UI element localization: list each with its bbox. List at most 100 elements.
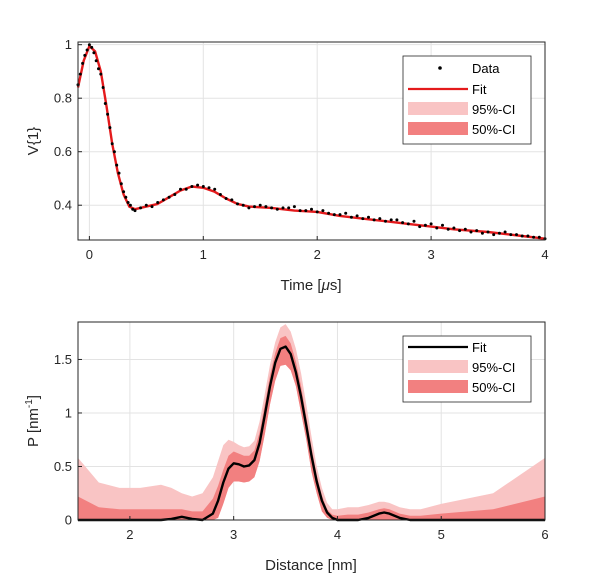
top-data-point — [321, 209, 325, 213]
top-data-point — [406, 222, 410, 226]
top-data-point — [126, 201, 130, 204]
bottom-fit-line — [78, 345, 545, 522]
top-data-point — [475, 229, 479, 233]
bottom-legend-ci50-label: 50%-CI — [472, 380, 515, 395]
top-data-point — [338, 213, 342, 217]
bottom-y-tick-label: 0.5 — [54, 459, 72, 474]
top-data-point — [161, 198, 165, 202]
top-legend-data-label: Data — [472, 61, 500, 76]
top-data-point — [281, 206, 285, 210]
top-data-point — [441, 223, 444, 227]
top-data-point — [179, 187, 182, 191]
top-data-point — [401, 221, 405, 225]
bottom-x-tick-label: 2 — [126, 527, 133, 542]
top-data-point — [90, 45, 94, 49]
top-data-point — [97, 67, 100, 71]
top-data-point — [349, 215, 353, 219]
top-data-point — [156, 201, 160, 204]
top-data-point — [213, 187, 217, 191]
top-data-points — [76, 43, 547, 241]
top-data-point — [108, 126, 112, 130]
top-data-point — [310, 207, 313, 211]
top-data-point — [78, 72, 82, 76]
top-y-tick-label: 0.4 — [54, 198, 72, 213]
top-data-point — [144, 203, 148, 207]
top-data-point — [119, 182, 123, 186]
top-data-point — [520, 234, 524, 238]
top-data-point — [247, 206, 251, 210]
top-data-point — [526, 234, 530, 238]
bottom-ticks: 2 3 4 5 6 0 0.5 1 1.5 — [54, 352, 549, 542]
bottom-plot: 2 3 4 5 6 0 0.5 1 1.5 Distance [nm] P [nm-1] Fit… — [24, 321, 549, 574]
top-data-point — [139, 206, 143, 210]
top-data-point — [117, 171, 121, 175]
top-legend-ci95-label: 95%-CI — [472, 102, 515, 117]
top-data-point — [87, 43, 91, 47]
top-data-point — [128, 203, 132, 207]
top-axes-box — [77, 41, 546, 241]
top-data-point — [92, 51, 96, 55]
top-legend-fit-label: Fit — [472, 82, 487, 97]
top-data-point — [207, 186, 211, 190]
top-data-point — [418, 225, 422, 229]
top-data-point — [287, 206, 291, 210]
top-data-point — [389, 218, 393, 222]
top-ticks: 0 1 2 3 4 0.4 0.6 0.8 1 — [54, 37, 549, 262]
top-x-axis-label: Time [μs] — [280, 277, 341, 294]
top-y-axis-label: V{1} — [25, 127, 42, 155]
top-data-point — [122, 190, 126, 194]
top-x-tick-label: 2 — [314, 247, 321, 262]
top-data-point — [344, 211, 348, 215]
bottom-legend: Fit 95%-CI 50%-CI — [402, 335, 532, 403]
bottom-legend-ci95-swatch — [408, 360, 468, 373]
bottom-y-tick-label: 1 — [65, 405, 72, 420]
top-data-point — [101, 86, 105, 89]
top-data-point — [395, 218, 399, 222]
top-x-tick-label: 3 — [427, 247, 434, 262]
top-data-point — [384, 219, 387, 223]
top-data-point — [429, 222, 433, 226]
top-data-point — [292, 205, 296, 209]
top-data-point — [497, 231, 501, 235]
top-data-point — [115, 163, 119, 167]
top-data-point — [327, 211, 331, 215]
top-data-point — [236, 202, 239, 206]
bottom-y-tick-label: 0 — [65, 513, 72, 528]
top-data-point — [435, 226, 439, 230]
bottom-y-axis-label: P [nm-1] — [24, 395, 42, 447]
top-data-point — [224, 197, 228, 200]
top-y-tick-label: 0.8 — [54, 91, 72, 106]
bottom-fit-layer — [78, 345, 545, 522]
top-data-point — [275, 207, 279, 211]
top-data-point — [452, 226, 456, 230]
top-data-point — [131, 207, 135, 211]
bottom-legend-ci50-swatch — [408, 380, 468, 393]
top-data-point — [458, 229, 462, 233]
top-data-point — [99, 72, 103, 76]
top-data-point — [480, 231, 484, 235]
top-data-point — [264, 205, 268, 209]
top-data-point — [355, 214, 359, 218]
top-data-point — [469, 230, 473, 234]
bottom-y-tick-label: 1.5 — [54, 352, 72, 367]
top-data-point — [372, 218, 376, 222]
bottom-axes-box — [77, 321, 546, 521]
top-data-point — [412, 219, 416, 223]
top-data-point — [332, 213, 336, 217]
top-data-point — [486, 230, 490, 234]
bottom-x-tick-label: 6 — [541, 527, 548, 542]
bottom-ci95-band — [78, 324, 545, 520]
top-data-point — [85, 48, 89, 52]
top-x-tick-label: 4 — [541, 247, 548, 262]
top-x-tick-label: 1 — [200, 247, 207, 262]
top-data-point — [167, 195, 171, 199]
top-data-point — [270, 206, 274, 210]
top-data-point — [298, 209, 302, 213]
top-data-point — [515, 233, 518, 237]
top-data-point — [150, 205, 154, 209]
top-data-point — [463, 227, 467, 231]
bottom-legend-fit-label: Fit — [472, 340, 487, 355]
top-data-point — [361, 217, 365, 221]
top-data-point — [133, 209, 137, 213]
top-plot: 0 1 2 3 4 0.4 0.6 0.8 1 Time [μs] V{1} Data Fit … — [25, 37, 549, 294]
